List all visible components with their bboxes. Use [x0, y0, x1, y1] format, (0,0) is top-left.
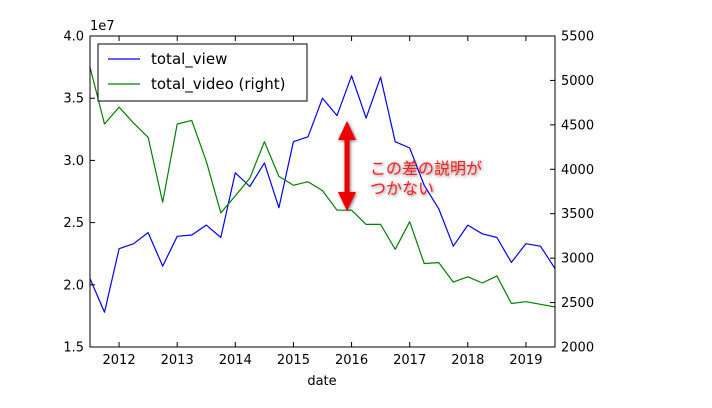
legend-label-total-video: total_video (right) [151, 75, 286, 94]
x-tick-label: 2014 [219, 353, 252, 368]
right-tick-label: 2500 [561, 296, 594, 311]
plot-frame [89, 35, 556, 348]
series-line-total-view [89, 75, 556, 313]
plot-lines [89, 66, 556, 313]
annotation: この差の説明が つかない [338, 121, 482, 211]
left-tick-label: 4.0 [63, 30, 84, 45]
left-axis-multiplier: 1e7 [90, 19, 115, 34]
x-axis-label: date [307, 374, 336, 389]
left-tick-label: 3.5 [63, 92, 84, 107]
right-tick-label: 5000 [561, 74, 594, 89]
annotation-arrow-up-head [338, 121, 356, 140]
legend-label-total-view: total_view [151, 50, 227, 69]
x-tick-label: 2015 [277, 353, 310, 368]
right-tick-label: 4500 [561, 118, 594, 133]
annotation-text-line-1: この差の説明が [370, 159, 482, 178]
left-tick-label: 2.5 [63, 216, 84, 231]
left-tick-label: 2.0 [63, 278, 84, 293]
x-tick-label: 2013 [161, 353, 194, 368]
right-y-axis: 2000 2500 3000 3500 4000 4500 5000 5500 [550, 30, 594, 356]
annotation-text-line-2: つかない [370, 179, 434, 198]
left-y-axis: 1.5 2.0 2.5 3.0 3.5 4.0 [63, 30, 95, 356]
right-tick-label: 2000 [561, 341, 594, 356]
left-tick-label: 1.5 [63, 341, 84, 356]
x-tick-label: 2012 [103, 353, 136, 368]
annotation-arrow-down-head [338, 192, 356, 211]
right-tick-label: 3500 [561, 207, 594, 222]
series-line-total-video [89, 66, 556, 308]
x-tick-label: 2016 [335, 353, 368, 368]
x-tick-label: 2018 [451, 353, 484, 368]
legend-box [97, 43, 308, 102]
x-tick-label: 2019 [509, 353, 542, 368]
x-axis: 2012 2013 2014 2015 2016 2017 2018 2019 [103, 36, 542, 368]
right-tick-label: 5500 [561, 30, 594, 45]
right-tick-label: 4000 [561, 163, 594, 178]
right-tick-label: 3000 [561, 252, 594, 267]
x-tick-label: 2017 [393, 353, 426, 368]
legend: total_view total_video (right) [97, 43, 308, 102]
left-tick-label: 3.0 [63, 154, 84, 169]
